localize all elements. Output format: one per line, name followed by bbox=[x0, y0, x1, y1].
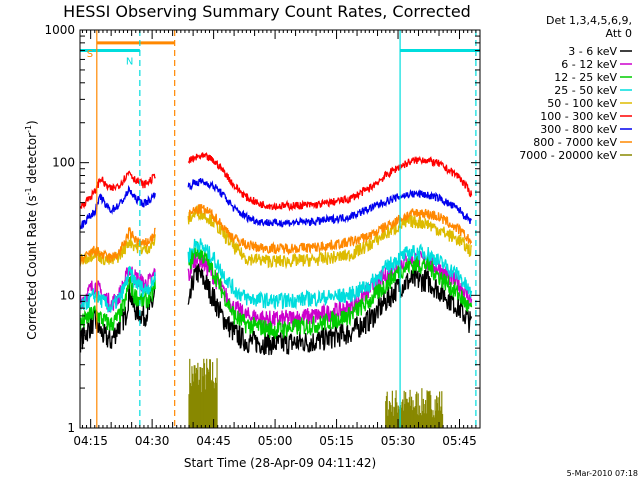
series-line-0 bbox=[80, 263, 473, 356]
x-tick-label: 05:30 bbox=[381, 434, 416, 448]
y-axis-label-sup1: -1 bbox=[24, 187, 33, 195]
legend-entry-label: 100 - 300 keV bbox=[540, 110, 617, 123]
x-tick-label: 04:30 bbox=[135, 434, 170, 448]
y-axis-label-end: ) bbox=[25, 120, 39, 125]
series-line-4 bbox=[80, 205, 473, 270]
legend-entry-label: 12 - 25 keV bbox=[554, 71, 617, 84]
legend-header-line1: Det 1,3,4,5,6,9, bbox=[546, 14, 632, 27]
y-tick-label: 10 bbox=[60, 288, 75, 302]
plot-layer bbox=[80, 30, 480, 428]
y-tick-label: 1 bbox=[67, 421, 75, 435]
x-tick-label: 04:15 bbox=[73, 434, 108, 448]
marker-label: N bbox=[126, 57, 133, 68]
legend-entry-label: 3 - 6 keV bbox=[568, 45, 617, 58]
legend-entry-label: 50 - 100 keV bbox=[547, 97, 617, 110]
legend-entry-label: 800 - 7000 keV bbox=[533, 136, 617, 149]
x-tick-label: 05:00 bbox=[258, 434, 293, 448]
y-axis-label-main: Corrected Count Rate (s bbox=[25, 195, 39, 339]
series-line-7 bbox=[80, 203, 473, 265]
legend-entry-label: 6 - 12 keV bbox=[561, 58, 617, 71]
y-tick-label: 100 bbox=[52, 156, 75, 170]
legend-header-line2: Att 0 bbox=[606, 27, 632, 40]
footer-timestamp: 5-Mar-2010 07:18 bbox=[567, 469, 638, 478]
series-line-6 bbox=[80, 177, 472, 230]
x-tick-label: 04:45 bbox=[196, 434, 231, 448]
legend-entry-label: 7000 - 20000 keV bbox=[519, 149, 617, 162]
x-tick-label: 05:15 bbox=[319, 434, 354, 448]
x-tick-label: 05:45 bbox=[442, 434, 477, 448]
series-line-5 bbox=[80, 152, 473, 212]
axis-layer: S N 1 10 100 1000 04:15 04:30 04:45 05:00 05:15 05:… bbox=[44, 23, 481, 448]
y-axis-label-sup2: -1 bbox=[24, 125, 33, 133]
y-axis-label-mid: detector bbox=[25, 133, 39, 188]
marker-label: S bbox=[87, 49, 93, 60]
chart-title: HESSI Observing Summary Count Rates, Cor… bbox=[63, 2, 471, 21]
plot-frame bbox=[79, 29, 481, 429]
y-axis-label: Corrected Count Rate (s-1 detector-1) bbox=[24, 120, 39, 339]
x-axis-label: Start Time (28-Apr-09 04:11:42) bbox=[184, 456, 376, 470]
y-tick-label: 1000 bbox=[44, 23, 75, 37]
legend-entry-label: 25 - 50 keV bbox=[554, 84, 617, 97]
legend-entry-label: 300 - 800 keV bbox=[540, 123, 617, 136]
series-line-3 bbox=[80, 238, 473, 313]
